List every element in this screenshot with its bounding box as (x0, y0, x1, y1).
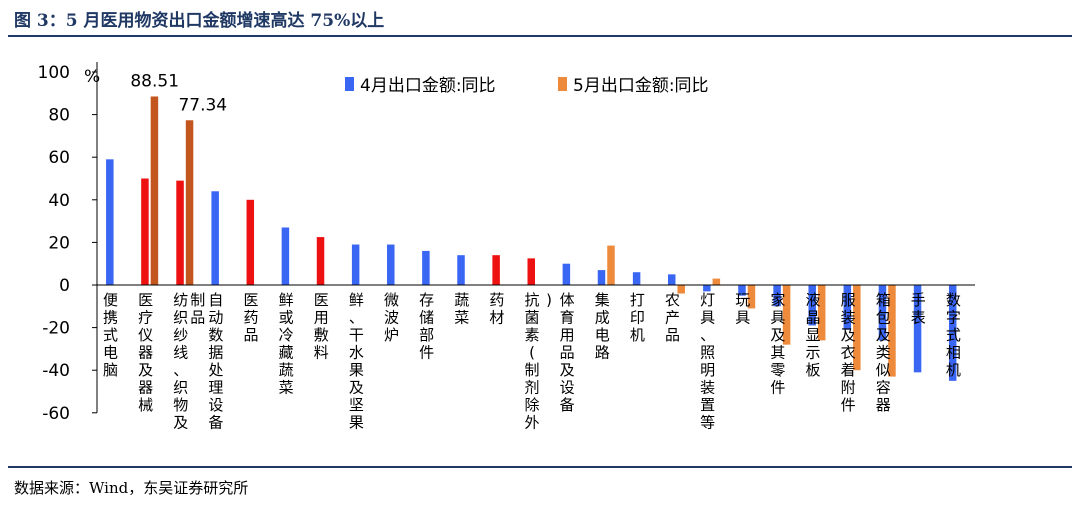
category-label: 手表 (911, 291, 926, 327)
y-tick-label: 40 (48, 191, 70, 211)
bar-april (316, 237, 325, 285)
y-tick-label: -60 (42, 404, 70, 424)
bar-april (632, 272, 641, 285)
bar-may (607, 245, 615, 285)
bar-may (747, 285, 756, 309)
bar-april (948, 285, 957, 381)
bar-april (176, 180, 184, 285)
bar-april (667, 274, 676, 285)
legend-swatch-may (558, 77, 567, 91)
data-label: 88.51 (130, 71, 179, 91)
y-tick-label: -40 (42, 361, 70, 381)
bar-april (597, 270, 606, 285)
bar-april (562, 263, 571, 285)
bar-april (141, 178, 149, 285)
legend: 4月出口金额:同比 5月出口金额:同比 (345, 76, 709, 96)
bar-april (527, 258, 535, 285)
category-label: 灯具、照明装置等 (700, 291, 715, 432)
bar-april (457, 255, 465, 285)
y-axis: 100 80 60 40 20 0 -20 -40 -60% (38, 63, 101, 424)
category-label: 玩具 (735, 291, 750, 327)
bar-april (387, 244, 395, 285)
category-label: 医药品 (244, 291, 259, 344)
category-label: 服装及衣着附件 (841, 291, 856, 414)
category-label: 医用敷料 (314, 291, 329, 362)
bars: 88.51 77.34 (106, 71, 957, 381)
y-tick-label: 100 (38, 63, 70, 83)
bar-may (712, 278, 721, 285)
legend-swatch-april (345, 77, 354, 91)
category-label: 蔬菜 (454, 291, 469, 327)
y-tick-label: 20 (48, 233, 70, 253)
bar-april (773, 285, 781, 307)
source-rule (8, 466, 1072, 468)
category-label: 鲜、干水果及坚果 (349, 291, 364, 432)
category-label: 自动数据处理设备 (208, 291, 223, 432)
bar-april (351, 244, 360, 285)
bar-april (843, 285, 852, 330)
y-tick-label: 0 (59, 276, 70, 296)
bar-april (738, 285, 746, 296)
category-label: 体育用品及设备 (560, 291, 575, 414)
legend-label-may: 5月出口金额:同比 (573, 76, 709, 96)
y-unit-label: % (84, 67, 100, 87)
category-label: 打印机 (630, 291, 645, 344)
bar-may (150, 96, 159, 286)
bar-april (106, 159, 114, 285)
bar-april (703, 285, 711, 292)
bar-april (422, 250, 430, 285)
category-label: 药材 (489, 291, 504, 327)
axes (96, 62, 975, 413)
data-source: 数据来源：Wind，东吴证券研究所 (14, 479, 249, 497)
category-label: 便携式电脑 (103, 291, 118, 379)
bar-april (913, 285, 922, 373)
bar-may (853, 285, 861, 371)
bar-april (211, 191, 219, 285)
figure-title: 图 3：5 月医用物资出口金额增速高达 75%以上 (14, 11, 385, 31)
bar-april (492, 255, 500, 285)
bar-april (246, 199, 255, 285)
bar-chart: 100 80 60 40 20 0 -20 -40 -60% 88.51 77.34 便携式电脑 医… (38, 62, 975, 432)
category-label: 液晶显示板 (805, 291, 820, 379)
bar-may (185, 120, 194, 285)
category-label: 家具及其零件 (770, 291, 785, 397)
category-label: 微波炉 (384, 291, 399, 344)
bar-may (817, 285, 826, 341)
bar-may (677, 285, 685, 294)
y-tick-label: 80 (48, 106, 70, 126)
category-label: 数字式相机 (946, 291, 961, 379)
category-label: 抗菌素(制剂除外) (524, 291, 551, 432)
category-label: 农产品 (665, 291, 680, 344)
category-label: 集成电路 (595, 291, 610, 362)
bar-may (782, 285, 791, 345)
legend-label-april: 4月出口金额:同比 (360, 76, 496, 96)
category-label: 存储部件 (419, 291, 434, 362)
category-label: 纺织纱线、织物及制品 (173, 291, 205, 432)
bar-april (878, 285, 887, 341)
bar-april (281, 227, 290, 285)
data-label: 77.34 (178, 95, 227, 115)
y-tick-label: -20 (42, 319, 70, 339)
title-rule (8, 35, 1072, 37)
category-label: 箱包及类似容器 (876, 291, 891, 414)
y-tick-label: 60 (48, 148, 70, 168)
category-label: 鲜或冷藏蔬菜 (279, 291, 294, 397)
bar-april (808, 285, 816, 326)
category-label: 医疗仪器及器械 (138, 291, 153, 414)
bar-may (888, 285, 896, 377)
